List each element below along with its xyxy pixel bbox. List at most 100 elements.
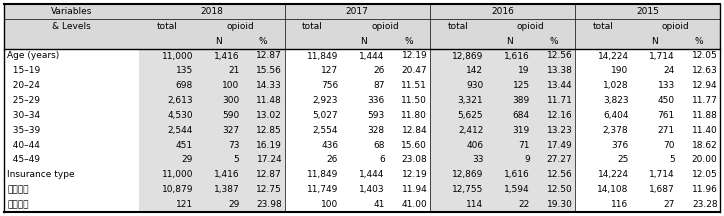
Text: 35–39: 35–39 (7, 126, 41, 135)
Text: 11,000: 11,000 (161, 51, 193, 60)
Text: 20.47: 20.47 (402, 66, 427, 75)
Text: 1,616: 1,616 (504, 170, 530, 179)
Text: 87: 87 (373, 81, 384, 90)
Text: 26: 26 (374, 66, 384, 75)
Text: 13.23: 13.23 (547, 126, 573, 135)
Bar (140, 4, 285, 212)
Text: 590: 590 (222, 111, 240, 120)
Bar (140, 4, 285, 49)
Text: 68: 68 (373, 141, 384, 150)
Text: 698: 698 (176, 81, 193, 90)
Text: 5: 5 (669, 156, 675, 165)
Bar (430, 4, 575, 49)
Text: 406: 406 (466, 141, 484, 150)
Text: 930: 930 (466, 81, 484, 90)
Text: 45–49: 45–49 (7, 156, 40, 165)
Text: 40–44: 40–44 (7, 141, 40, 150)
Text: 1,444: 1,444 (359, 51, 384, 60)
Text: 142: 142 (466, 66, 484, 75)
Text: 761: 761 (657, 111, 675, 120)
Text: 319: 319 (513, 126, 530, 135)
Text: 15.60: 15.60 (401, 141, 427, 150)
Text: 6,404: 6,404 (603, 111, 628, 120)
Text: 1,594: 1,594 (504, 185, 530, 194)
Text: 33: 33 (472, 156, 484, 165)
Text: total: total (157, 22, 178, 31)
Text: 25: 25 (617, 156, 628, 165)
Text: 11.71: 11.71 (547, 96, 573, 105)
Text: 756: 756 (321, 81, 338, 90)
Text: 12.05: 12.05 (691, 170, 717, 179)
Text: 14,108: 14,108 (597, 185, 628, 194)
Text: 12.50: 12.50 (547, 185, 573, 194)
Text: 17.49: 17.49 (547, 141, 573, 150)
Text: 12.19: 12.19 (402, 170, 427, 179)
Text: 2,923: 2,923 (313, 96, 338, 105)
Text: 12.87: 12.87 (256, 170, 282, 179)
Bar (4, 4, 720, 49)
Text: 10,879: 10,879 (161, 185, 193, 194)
Text: 19.30: 19.30 (547, 200, 573, 209)
Text: 11,849: 11,849 (307, 170, 338, 179)
Text: 12.19: 12.19 (402, 51, 427, 60)
Text: 3,823: 3,823 (603, 96, 628, 105)
Bar (430, 4, 575, 212)
Text: 1,616: 1,616 (504, 51, 530, 60)
Text: 23.08: 23.08 (402, 156, 427, 165)
Text: total: total (447, 22, 468, 31)
Text: 14,224: 14,224 (597, 51, 628, 60)
Text: opioid: opioid (516, 22, 544, 31)
Text: %: % (404, 37, 413, 46)
Text: 12.16: 12.16 (547, 111, 573, 120)
Text: 450: 450 (658, 96, 675, 105)
Text: %: % (694, 37, 703, 46)
Text: 2,378: 2,378 (603, 126, 628, 135)
Text: 12.56: 12.56 (547, 170, 573, 179)
Text: 389: 389 (513, 96, 530, 105)
Text: 1,416: 1,416 (214, 170, 240, 179)
Text: 13.38: 13.38 (547, 66, 573, 75)
Text: 27: 27 (664, 200, 675, 209)
Text: 14.33: 14.33 (256, 81, 282, 90)
Text: 1,416: 1,416 (214, 51, 240, 60)
Text: 1,028: 1,028 (603, 81, 628, 90)
Text: 336: 336 (367, 96, 384, 105)
Text: 5: 5 (234, 156, 240, 165)
Text: 2,544: 2,544 (168, 126, 193, 135)
Text: 건강보험: 건강보험 (7, 185, 28, 194)
Text: 1,444: 1,444 (359, 170, 384, 179)
Text: 15.56: 15.56 (256, 66, 282, 75)
Text: & Levels: & Levels (52, 22, 91, 31)
Text: 2017: 2017 (346, 7, 369, 16)
Text: 114: 114 (466, 200, 484, 209)
Text: 133: 133 (657, 81, 675, 90)
Text: 23.98: 23.98 (256, 200, 282, 209)
Text: 2016: 2016 (491, 7, 514, 16)
Text: total: total (302, 22, 323, 31)
Text: 271: 271 (658, 126, 675, 135)
Text: 12,869: 12,869 (452, 51, 484, 60)
Text: 26: 26 (327, 156, 338, 165)
Text: 376: 376 (611, 141, 628, 150)
Text: 12,869: 12,869 (452, 170, 484, 179)
Text: 2018: 2018 (201, 7, 224, 16)
Text: 의료급여: 의료급여 (7, 200, 28, 209)
Text: 71: 71 (518, 141, 530, 150)
Text: 21: 21 (228, 66, 240, 75)
Text: N: N (361, 37, 367, 46)
Text: 13.44: 13.44 (547, 81, 573, 90)
Text: 20–24: 20–24 (7, 81, 40, 90)
Text: 1,714: 1,714 (649, 170, 675, 179)
Text: opioid: opioid (226, 22, 254, 31)
Text: 14,224: 14,224 (597, 170, 628, 179)
Text: 17.24: 17.24 (256, 156, 282, 165)
Text: 11.77: 11.77 (691, 96, 717, 105)
Text: 19: 19 (518, 66, 530, 75)
Text: total: total (592, 22, 613, 31)
Text: 12,755: 12,755 (452, 185, 484, 194)
Text: 116: 116 (611, 200, 628, 209)
Text: 11,749: 11,749 (307, 185, 338, 194)
Text: 15–19: 15–19 (7, 66, 41, 75)
Text: N: N (505, 37, 513, 46)
Text: 327: 327 (222, 126, 240, 135)
